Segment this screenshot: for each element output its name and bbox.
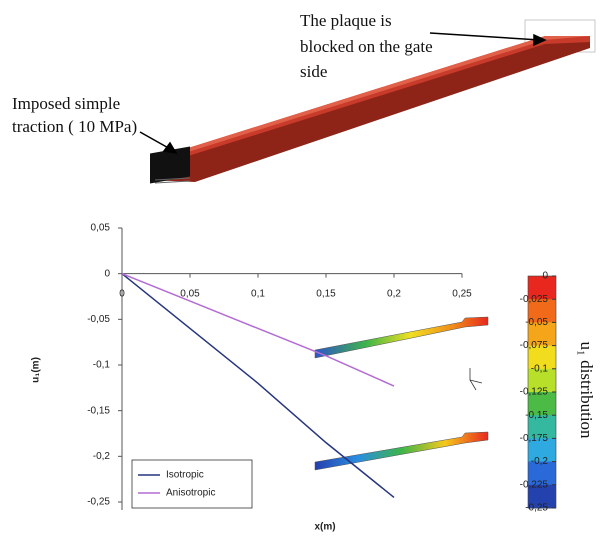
y-tick-label: -0,25 (87, 497, 110, 508)
legend-label: Anisotropic (166, 488, 215, 499)
annotation: traction ( 10 MPa) (12, 117, 137, 136)
colorbar-tick-label: -0,225 (520, 479, 549, 490)
deformed-beam-inset (315, 317, 488, 470)
colorbar-tick-label: -0,1 (531, 363, 549, 374)
colorbar-tick-label: 0 (542, 271, 548, 282)
annotation: side (300, 62, 327, 81)
y-tick-label: -0,1 (93, 360, 111, 371)
annotation: blocked on the gate (300, 37, 433, 56)
y-tick-label: 0 (104, 268, 110, 279)
x-tick-label: 0,2 (387, 288, 401, 299)
y-tick-label: -0,05 (87, 314, 110, 325)
colorbar-tick-label: -0,175 (520, 433, 549, 444)
colorbar-tick-label: -0,125 (520, 387, 549, 398)
legend-label: Isotropic (166, 470, 204, 481)
y-tick-label: 0,05 (91, 223, 111, 234)
x-tick-label: 0,15 (316, 288, 336, 299)
x-tick-label: 0 (119, 288, 125, 299)
figure: The plaque is blocked on the gate side I… (0, 0, 603, 537)
axis-triad (470, 368, 482, 390)
legend-box (132, 460, 252, 508)
x-tick-label: 0,25 (452, 288, 472, 299)
colorbar-tick-label: -0,15 (525, 410, 548, 421)
colorbar-tick-label: -0,025 (520, 294, 549, 305)
colorbar-tick-label: -0,05 (525, 317, 548, 328)
x-tick-label: 0,1 (251, 288, 265, 299)
annotation: The plaque is (300, 11, 392, 30)
x-axis-label: x(m) (314, 522, 335, 533)
y-tick-label: -0,15 (87, 405, 110, 416)
colorbar-label: u₁ distribution (577, 341, 596, 439)
y-axis-label: u₁(m) (31, 357, 42, 383)
colorbar-tick-label: -0,075 (520, 340, 549, 351)
colorbar-tick-label: -0,2 (531, 456, 549, 467)
colorbar-tick-label: -0,25 (525, 503, 548, 514)
y-tick-label: -0,2 (93, 451, 111, 462)
annotation: Imposed simple (12, 94, 120, 113)
